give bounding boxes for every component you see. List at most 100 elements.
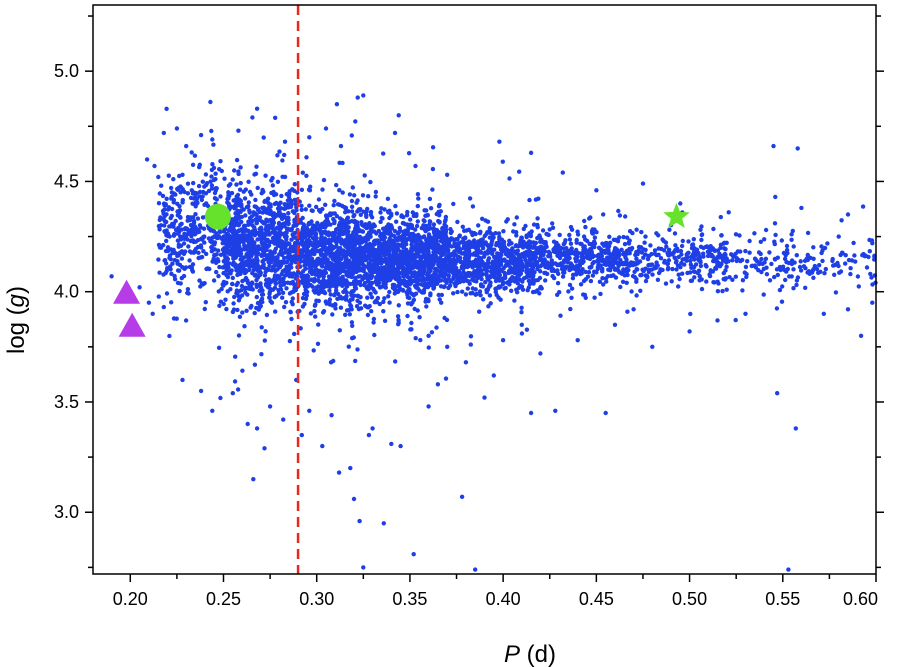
data-point <box>421 223 426 228</box>
data-point <box>432 266 438 272</box>
data-point <box>605 274 611 279</box>
data-point <box>272 263 277 269</box>
data-point <box>471 261 477 266</box>
data-point <box>546 249 551 255</box>
data-point <box>557 262 562 268</box>
data-point <box>393 289 398 294</box>
data-point <box>263 173 268 178</box>
data-point <box>450 268 455 274</box>
data-point <box>461 236 466 241</box>
data-point <box>193 212 198 217</box>
data-point <box>448 279 453 284</box>
data-point <box>707 272 712 277</box>
data-point <box>273 192 279 197</box>
data-point <box>660 267 665 273</box>
data-point <box>238 247 243 252</box>
data-point <box>273 268 278 274</box>
data-point <box>564 246 569 251</box>
data-point <box>587 265 592 270</box>
data-point <box>318 236 324 241</box>
data-point <box>252 227 257 232</box>
data-point <box>324 250 330 255</box>
data-point <box>621 269 626 274</box>
data-point <box>314 285 319 290</box>
data-point <box>415 192 421 197</box>
data-point <box>392 261 397 266</box>
data-point <box>624 251 630 256</box>
data-point <box>474 250 479 255</box>
data-point <box>176 225 181 231</box>
data-point <box>211 278 217 283</box>
data-point <box>321 274 326 279</box>
data-point <box>478 282 484 287</box>
data-point <box>349 218 354 224</box>
data-point <box>338 294 343 300</box>
data-point <box>470 265 475 270</box>
data-point <box>456 244 461 249</box>
data-point <box>316 256 321 261</box>
data-point <box>278 263 284 268</box>
data-point <box>586 270 592 275</box>
data-point <box>191 196 197 201</box>
data-point <box>634 266 639 272</box>
data-point <box>399 250 404 256</box>
data-point <box>405 271 410 277</box>
data-point <box>165 248 171 254</box>
data-point <box>183 318 189 323</box>
data-point <box>197 223 203 228</box>
data-point <box>686 239 691 244</box>
data-point <box>327 297 333 302</box>
data-point <box>360 229 365 234</box>
data-point <box>415 254 420 259</box>
data-point <box>340 231 345 237</box>
data-point <box>564 255 570 260</box>
data-point <box>758 251 763 257</box>
data-point <box>362 173 367 178</box>
data-point <box>196 250 201 255</box>
data-point <box>234 199 239 205</box>
data-point <box>338 305 344 310</box>
data-point <box>282 255 287 261</box>
data-point <box>373 263 379 268</box>
data-point <box>464 259 469 264</box>
data-point <box>387 300 392 305</box>
data-point <box>328 292 333 297</box>
data-point <box>287 241 292 246</box>
data-point <box>255 260 260 265</box>
data-point <box>590 273 596 278</box>
data-point <box>310 226 315 232</box>
data-point <box>235 307 240 313</box>
data-point <box>426 226 432 232</box>
data-point <box>253 217 258 222</box>
data-point <box>568 241 574 246</box>
data-point <box>274 235 280 240</box>
data-point <box>583 295 588 300</box>
data-point <box>192 153 198 158</box>
data-point <box>458 259 463 265</box>
data-point <box>234 157 240 163</box>
data-point <box>546 265 551 271</box>
data-point <box>340 250 345 255</box>
data-point <box>221 301 226 307</box>
data-point <box>553 249 558 255</box>
data-point <box>743 264 749 270</box>
data-point <box>230 281 235 287</box>
data-point <box>587 241 592 247</box>
data-point <box>364 225 369 231</box>
data-point <box>191 180 196 186</box>
data-point <box>200 215 206 220</box>
data-point <box>515 272 520 277</box>
data-point <box>595 266 600 272</box>
data-point <box>517 277 523 282</box>
data-point <box>409 271 415 276</box>
data-point <box>470 204 476 209</box>
data-point <box>675 263 681 268</box>
data-point <box>704 264 709 269</box>
data-point <box>561 258 567 263</box>
data-point <box>360 223 366 228</box>
data-point <box>570 263 575 268</box>
data-point <box>187 217 193 223</box>
data-point <box>221 229 227 234</box>
data-point <box>385 240 390 245</box>
data-point <box>246 245 252 250</box>
